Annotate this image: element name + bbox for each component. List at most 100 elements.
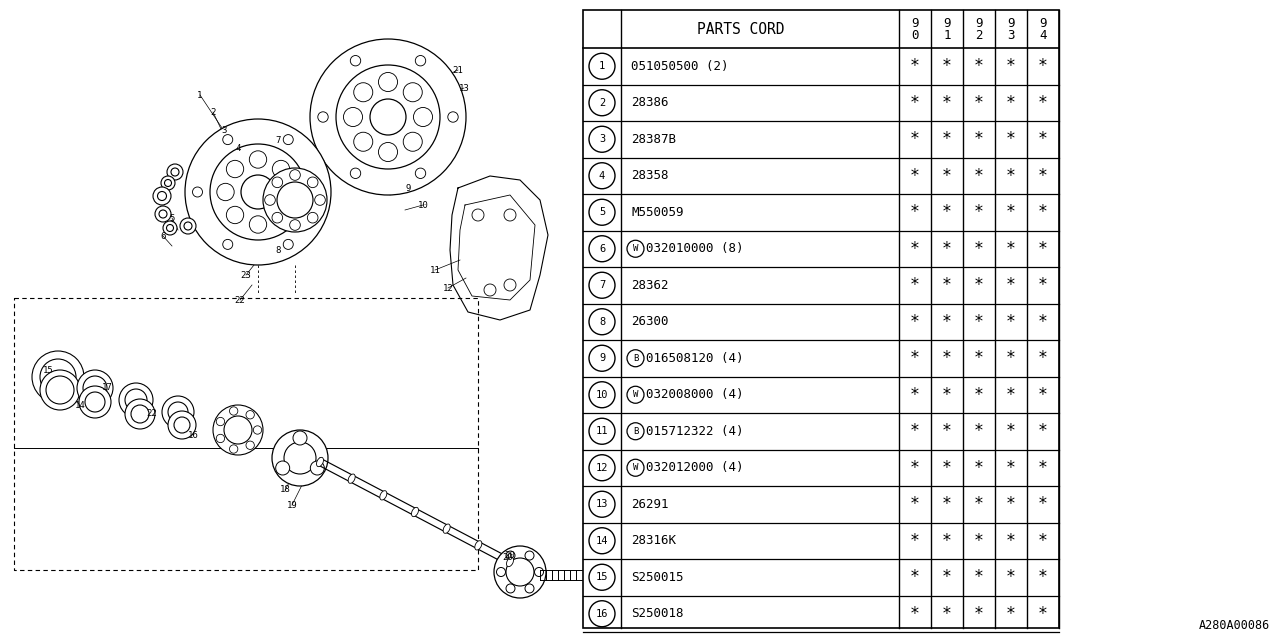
Circle shape	[589, 419, 614, 444]
Circle shape	[310, 461, 324, 475]
Circle shape	[168, 411, 196, 439]
Text: 4: 4	[236, 143, 241, 152]
Circle shape	[494, 546, 547, 598]
Text: B: B	[632, 427, 639, 436]
Text: *: *	[942, 386, 952, 404]
Text: *: *	[1038, 276, 1048, 294]
Text: 11: 11	[430, 266, 440, 275]
Text: *: *	[942, 495, 952, 513]
Text: *: *	[910, 93, 920, 112]
Circle shape	[32, 351, 84, 403]
Text: 1: 1	[197, 90, 202, 99]
Circle shape	[154, 187, 172, 205]
Circle shape	[273, 206, 289, 223]
Circle shape	[283, 239, 293, 250]
Circle shape	[168, 402, 188, 422]
Circle shape	[273, 161, 289, 178]
Text: 28362: 28362	[631, 279, 668, 292]
Text: 22: 22	[147, 408, 157, 417]
Circle shape	[227, 206, 243, 223]
Text: *: *	[1006, 57, 1016, 76]
Text: *: *	[942, 57, 952, 76]
Circle shape	[627, 387, 644, 403]
Circle shape	[343, 108, 362, 127]
Circle shape	[224, 416, 252, 444]
Text: *: *	[910, 605, 920, 623]
Circle shape	[351, 56, 361, 66]
Text: *: *	[1038, 204, 1048, 221]
Circle shape	[289, 220, 301, 230]
Text: *: *	[1038, 313, 1048, 331]
Text: 20: 20	[504, 550, 516, 559]
Text: *: *	[974, 459, 984, 477]
Text: *: *	[910, 276, 920, 294]
Ellipse shape	[316, 458, 324, 467]
Text: *: *	[974, 349, 984, 367]
Text: *: *	[974, 240, 984, 258]
Text: 032008000 (4): 032008000 (4)	[646, 388, 744, 401]
Text: *: *	[1006, 131, 1016, 148]
Circle shape	[180, 218, 196, 234]
Circle shape	[155, 206, 172, 222]
Text: *: *	[1006, 532, 1016, 550]
Circle shape	[241, 175, 275, 209]
Text: A280A00086: A280A00086	[1199, 619, 1270, 632]
Text: 9: 9	[406, 184, 411, 193]
Text: 21: 21	[453, 65, 463, 74]
Text: 14: 14	[595, 536, 608, 546]
Circle shape	[265, 195, 275, 205]
Text: *: *	[942, 568, 952, 586]
Circle shape	[415, 56, 426, 66]
Text: *: *	[1006, 568, 1016, 586]
Text: *: *	[974, 532, 984, 550]
Text: *: *	[974, 313, 984, 331]
Circle shape	[472, 209, 484, 221]
Circle shape	[353, 83, 372, 102]
Text: *: *	[942, 167, 952, 185]
Text: *: *	[942, 605, 952, 623]
Circle shape	[589, 163, 614, 189]
Circle shape	[284, 442, 316, 474]
Text: *: *	[1006, 240, 1016, 258]
Text: 3: 3	[1007, 29, 1015, 42]
Circle shape	[525, 584, 534, 593]
Circle shape	[250, 151, 266, 168]
Text: *: *	[1038, 532, 1048, 550]
Text: *: *	[910, 349, 920, 367]
Circle shape	[497, 568, 506, 577]
Circle shape	[293, 431, 307, 445]
Text: 015712322 (4): 015712322 (4)	[646, 425, 744, 438]
Circle shape	[192, 187, 202, 197]
Circle shape	[627, 423, 644, 440]
Text: *: *	[942, 459, 952, 477]
Circle shape	[379, 72, 398, 92]
Text: *: *	[1038, 57, 1048, 76]
Text: 6: 6	[160, 232, 165, 241]
Circle shape	[119, 383, 154, 417]
Text: 6: 6	[599, 244, 605, 253]
Text: *: *	[974, 605, 984, 623]
Text: 1: 1	[943, 29, 951, 42]
Text: 14: 14	[74, 401, 86, 410]
Text: *: *	[1038, 568, 1048, 586]
Text: *: *	[974, 204, 984, 221]
Circle shape	[589, 492, 614, 517]
Circle shape	[504, 279, 516, 291]
Circle shape	[216, 183, 234, 201]
Text: *: *	[1006, 495, 1016, 513]
Text: *: *	[942, 532, 952, 550]
Circle shape	[525, 551, 534, 560]
Circle shape	[379, 143, 398, 161]
Circle shape	[166, 225, 174, 232]
Circle shape	[283, 134, 293, 145]
Circle shape	[157, 191, 166, 200]
Circle shape	[589, 53, 614, 79]
Text: *: *	[1038, 167, 1048, 185]
Circle shape	[589, 126, 614, 152]
Text: B: B	[632, 354, 639, 363]
Circle shape	[174, 417, 189, 433]
Circle shape	[589, 381, 614, 408]
Text: 1: 1	[599, 61, 605, 71]
Text: 19: 19	[287, 500, 297, 509]
Text: S250015: S250015	[631, 571, 684, 584]
